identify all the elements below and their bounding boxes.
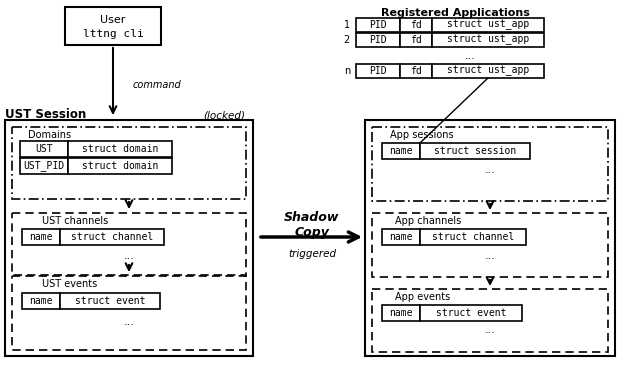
- Text: struct domain: struct domain: [82, 161, 158, 171]
- Text: struct ust_app: struct ust_app: [447, 35, 529, 45]
- Text: struct ust_app: struct ust_app: [447, 20, 529, 30]
- Text: command: command: [133, 80, 182, 90]
- Text: fd: fd: [410, 20, 422, 30]
- Text: name: name: [29, 296, 53, 306]
- Bar: [12, 276, 246, 350]
- Text: UST channels: UST channels: [42, 216, 108, 226]
- Text: PID: PID: [369, 20, 387, 30]
- Bar: [382, 229, 420, 245]
- Bar: [420, 229, 526, 245]
- Text: n: n: [343, 66, 350, 76]
- Text: fd: fd: [410, 66, 422, 76]
- Text: ...: ...: [485, 325, 495, 335]
- Text: Shadow
Copy: Shadow Copy: [285, 211, 340, 239]
- Bar: [372, 127, 608, 201]
- Bar: [60, 293, 160, 309]
- Text: 1: 1: [344, 20, 350, 30]
- Bar: [365, 120, 615, 356]
- Bar: [420, 143, 530, 159]
- Bar: [356, 33, 400, 47]
- Text: struct event: struct event: [436, 308, 507, 318]
- Bar: [420, 305, 522, 321]
- Text: fd: fd: [410, 35, 422, 45]
- Text: Registered Applications: Registered Applications: [381, 8, 529, 18]
- Bar: [372, 289, 608, 352]
- Bar: [400, 64, 432, 78]
- Bar: [432, 64, 544, 78]
- Text: struct domain: struct domain: [82, 144, 158, 154]
- Text: name: name: [389, 308, 413, 318]
- Text: 2: 2: [343, 35, 350, 45]
- Bar: [60, 229, 164, 245]
- Text: struct channel: struct channel: [432, 232, 514, 242]
- Text: struct session: struct session: [434, 146, 516, 156]
- Bar: [20, 158, 68, 174]
- Bar: [400, 18, 432, 32]
- Text: struct event: struct event: [75, 296, 145, 306]
- Text: User: User: [100, 15, 126, 25]
- Bar: [372, 213, 608, 277]
- Text: name: name: [29, 232, 53, 242]
- Text: PID: PID: [369, 66, 387, 76]
- Text: UST: UST: [35, 144, 53, 154]
- Bar: [432, 33, 544, 47]
- Text: struct channel: struct channel: [71, 232, 153, 242]
- Text: PID: PID: [369, 35, 387, 45]
- Bar: [20, 141, 68, 157]
- Bar: [382, 305, 420, 321]
- Text: lttng cli: lttng cli: [82, 29, 143, 39]
- Text: App events: App events: [395, 292, 450, 302]
- Text: name: name: [389, 232, 413, 242]
- Bar: [400, 33, 432, 47]
- Text: ...: ...: [485, 251, 495, 261]
- Text: ...: ...: [123, 317, 135, 327]
- Text: Domains: Domains: [28, 130, 71, 140]
- Text: ...: ...: [464, 51, 476, 61]
- Bar: [5, 120, 253, 356]
- Bar: [22, 293, 60, 309]
- Text: App channels: App channels: [395, 216, 461, 226]
- Bar: [12, 127, 246, 199]
- Bar: [68, 158, 172, 174]
- Bar: [12, 213, 246, 275]
- Text: (locked): (locked): [203, 110, 245, 120]
- Text: App sessions: App sessions: [390, 130, 454, 140]
- Bar: [356, 64, 400, 78]
- Text: name: name: [389, 146, 413, 156]
- Text: ...: ...: [485, 165, 495, 175]
- Text: UST Session: UST Session: [5, 108, 86, 122]
- Bar: [356, 18, 400, 32]
- Text: struct ust_app: struct ust_app: [447, 66, 529, 76]
- Bar: [68, 141, 172, 157]
- Bar: [382, 143, 420, 159]
- Text: triggered: triggered: [288, 249, 336, 259]
- Bar: [22, 229, 60, 245]
- Text: UST_PID: UST_PID: [24, 161, 64, 172]
- Text: UST events: UST events: [42, 279, 97, 289]
- Bar: [65, 7, 161, 45]
- Text: ...: ...: [123, 251, 135, 261]
- Bar: [432, 18, 544, 32]
